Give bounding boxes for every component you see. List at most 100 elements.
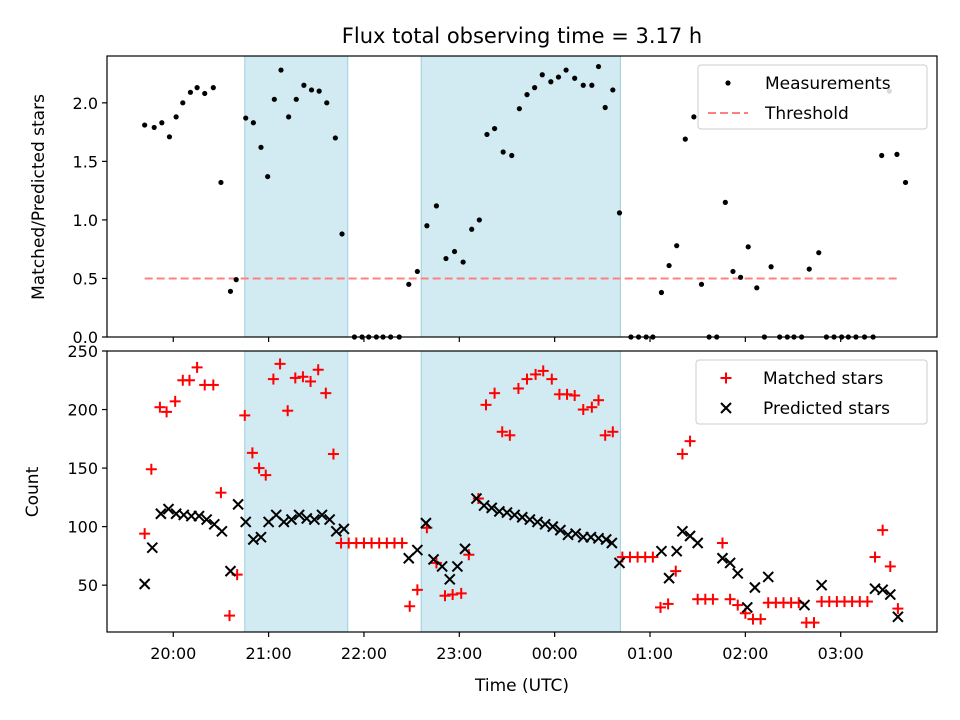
series-0-0-point-12 xyxy=(233,277,239,283)
series-1-1-point-56 xyxy=(663,572,675,584)
series-1-1-point-30 xyxy=(427,553,440,566)
series-1-0-point-20 xyxy=(289,372,301,384)
series-1-0-point-1 xyxy=(145,463,157,475)
series-0-0-point-36 xyxy=(424,223,430,229)
series-1-0-point-56 xyxy=(577,404,589,416)
series-0-0-point-52 xyxy=(555,74,562,80)
series-1-0-point-6 xyxy=(183,374,195,386)
series-1-0-point-94 xyxy=(869,551,881,563)
series-1-0-point-7 xyxy=(191,361,203,373)
series-0-0-point-59 xyxy=(610,87,616,93)
series-1-0-point-24 xyxy=(320,387,332,399)
series-0-0-point-19 xyxy=(286,114,292,120)
series-0-0-point-16 xyxy=(265,173,271,180)
series-0-0-point-49 xyxy=(532,85,538,91)
series-1-0-point-86 xyxy=(808,617,820,629)
series-1-0-point-69 xyxy=(676,448,688,460)
series-0-0-point-57 xyxy=(595,63,602,70)
chart-title: Flux total observing time = 3.17 h xyxy=(342,24,702,48)
series-1-1-point-46 xyxy=(554,524,567,536)
series-1-1-point-71 xyxy=(884,588,896,601)
series-0-0-point-79 xyxy=(768,264,774,270)
series-1-1-point-53 xyxy=(606,537,618,549)
series-0-0-point-58 xyxy=(602,104,608,111)
series-1-0-point-54 xyxy=(561,388,573,400)
series-0-0-point-34 xyxy=(406,281,412,287)
series-1-1-point-2 xyxy=(155,508,167,520)
series-1-1-point-65 xyxy=(749,581,761,594)
series-1-1-point-1 xyxy=(146,541,158,554)
series-0-0-point-45 xyxy=(500,149,506,155)
series-1-0-point-39 xyxy=(439,590,451,602)
series-1-1-point-19 xyxy=(285,513,298,526)
series-1-0-point-43 xyxy=(472,493,484,505)
series-1-0-point-44 xyxy=(480,399,492,411)
legend-handle-0 xyxy=(725,80,731,86)
series-1-1-point-62 xyxy=(724,557,736,569)
series-0-0-point-96 xyxy=(902,179,909,186)
series-1-0-point-79 xyxy=(755,613,767,625)
series-1-0-point-45 xyxy=(489,387,501,399)
series-0-0-point-68 xyxy=(682,136,688,142)
series-0-0-point-70 xyxy=(698,281,705,287)
series-1-0-point-66 xyxy=(654,601,666,613)
series-1-0-point-4 xyxy=(169,395,181,407)
series-1-0-point-57 xyxy=(586,401,598,413)
ratio-y-axis-label: Matched/Predicted stars xyxy=(29,94,49,300)
series-0-0-point-56 xyxy=(589,82,595,88)
y-tick-label: 150 xyxy=(67,459,98,478)
series-0-0-point-41 xyxy=(469,226,475,232)
series-1-1-point-27 xyxy=(403,552,415,564)
series-1-1-point-23 xyxy=(316,509,328,521)
series-0-0-point-54 xyxy=(572,75,578,81)
series-1-0-point-35 xyxy=(404,600,416,612)
x-axis-label: Time (UTC) xyxy=(474,676,569,696)
series-0-0-point-74 xyxy=(730,268,736,275)
series-1-1-point-22 xyxy=(308,513,321,526)
series-0-0-point-66 xyxy=(666,262,672,269)
y-tick-label: 100 xyxy=(67,518,98,537)
y-tick-label: 250 xyxy=(67,342,98,361)
legend-box xyxy=(697,64,928,130)
series-0-0-point-44 xyxy=(491,125,498,132)
series-0-0-point-40 xyxy=(460,259,466,265)
series-0-0-point-4 xyxy=(173,114,179,120)
series-1-1-point-0 xyxy=(138,578,151,590)
legend-label-1: Threshold xyxy=(764,104,849,124)
series-1-1-point-48 xyxy=(569,527,582,540)
series-1-0-point-16 xyxy=(260,469,272,481)
series-1-0-point-97 xyxy=(892,603,904,615)
series-1-0-point-36 xyxy=(411,584,423,596)
x-tick-label: 20:00 xyxy=(150,644,196,663)
series-1-1-point-12 xyxy=(232,498,244,511)
series-1-1-point-34 xyxy=(459,543,471,555)
series-0-0-point-14 xyxy=(250,120,256,126)
series-1-1-point-26 xyxy=(338,523,350,535)
series-1-0-point-48 xyxy=(512,382,524,394)
series-0-0-point-39 xyxy=(451,248,458,255)
x-tick-label: 00:00 xyxy=(532,644,578,663)
shaded-interval-2 xyxy=(420,350,621,633)
series-0-0-point-93 xyxy=(879,152,885,159)
series-1-1-point-8 xyxy=(200,513,213,526)
series-1-1-point-66 xyxy=(762,571,774,583)
series-0-0-point-47 xyxy=(516,106,522,112)
series-0-0-point-38 xyxy=(443,255,449,262)
series-1-0-point-42 xyxy=(463,549,475,561)
series-1-1-point-7 xyxy=(193,510,205,522)
legend-handle-1 xyxy=(720,402,732,414)
y-tick-label: 1.5 xyxy=(73,152,98,171)
series-1-1-point-3 xyxy=(162,503,175,515)
series-1-1-point-20 xyxy=(293,509,305,521)
ratio-panel: 0.00.51.01.52.0 Matched/Predicted stars … xyxy=(29,55,938,347)
series-0-0-point-53 xyxy=(563,67,569,73)
legend-label-1: Predicted stars xyxy=(763,399,890,419)
series-0-0-point-3 xyxy=(166,134,173,140)
series-0-0-point-7 xyxy=(194,85,200,91)
series-1-0-point-3 xyxy=(161,406,173,418)
series-0-0-point-48 xyxy=(524,92,530,98)
series-1-0-point-58 xyxy=(593,394,605,406)
series-0-0-point-1 xyxy=(151,124,157,131)
count-panel-frame xyxy=(106,350,938,633)
series-0-0-point-0 xyxy=(142,122,148,128)
